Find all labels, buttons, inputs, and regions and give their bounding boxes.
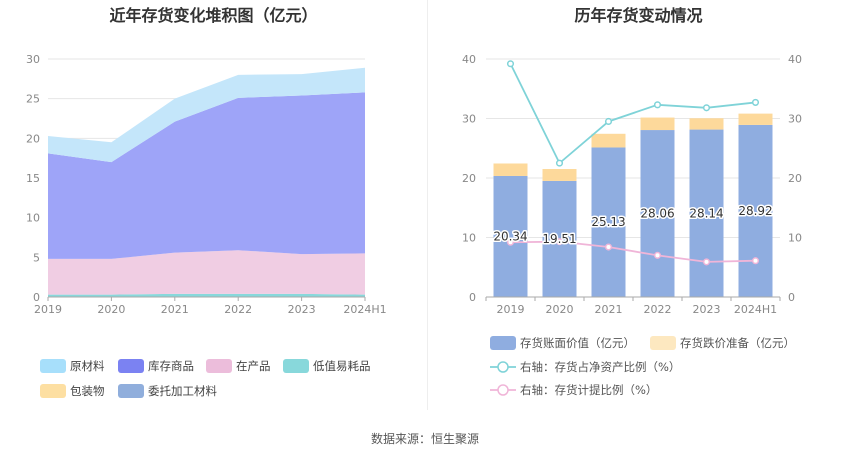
impairment-bar <box>689 118 724 130</box>
right-y-tick-label: 30 <box>462 113 476 126</box>
right-x-tick-label: 2019 <box>497 303 525 316</box>
bar-value-label: 28.06 <box>640 207 674 221</box>
left-x-tick-label: 2023 <box>288 303 316 316</box>
right-x-tick-label: 2024H1 <box>734 303 777 316</box>
left-legend-swatch-3 <box>283 359 309 373</box>
right-x-tick-label: 2020 <box>546 303 574 316</box>
left-legend-swatch-4 <box>40 384 66 398</box>
bar-value-label: 28.14 <box>689 206 723 220</box>
book-value-bar <box>640 130 675 297</box>
left-legend-label-5: 委托加工材料 <box>148 384 217 398</box>
left-legend-swatch-5 <box>118 384 144 398</box>
book-value-bar <box>738 124 773 298</box>
right-y-tick-label: 40 <box>462 53 476 66</box>
left-legend-label-1: 库存商品 <box>148 359 194 373</box>
impairment-bar <box>542 169 577 181</box>
left-x-tick-label: 2020 <box>97 303 125 316</box>
right-x-tick-label: 2023 <box>693 303 721 316</box>
left-y-tick-label: 0 <box>33 291 40 304</box>
right-legend-label-2: 右轴：存货占净资产比例（%） <box>520 360 680 374</box>
bar-value-label: 28.92 <box>738 204 772 218</box>
right-y-tick-label: 0 <box>469 291 476 304</box>
left-x-tick-label: 2021 <box>161 303 189 316</box>
left-y-tick-label: 10 <box>26 212 40 225</box>
book-value-bar <box>591 147 626 297</box>
provision-ratio-point <box>506 238 515 246</box>
left-x-tick-label: 2022 <box>224 303 252 316</box>
right-y2-tick-label: 30 <box>788 113 802 126</box>
provision-ratio-point <box>604 243 613 251</box>
data-source: 数据来源：恒生聚源 <box>370 432 479 446</box>
left-legend-label-4: 包装物 <box>70 384 105 398</box>
net-asset-ratio-point <box>604 117 613 126</box>
provision-ratio-line <box>510 240 756 263</box>
right-x-tick-label: 2022 <box>644 303 672 316</box>
left-legend-label-2: 在产品 <box>236 359 271 373</box>
right-y2-tick-label: 0 <box>788 291 795 304</box>
left-y-tick-label: 30 <box>26 53 40 66</box>
left-area-1 <box>48 250 365 295</box>
left-legend-label-0: 原材料 <box>70 359 105 373</box>
left-y-tick-label: 15 <box>26 172 40 185</box>
provision-ratio-point <box>702 258 711 266</box>
left-y-tick-label: 5 <box>33 251 40 264</box>
net-asset-ratio-point <box>506 60 515 68</box>
left-x-tick-label: 2019 <box>34 303 62 316</box>
right-chart-title: 历年存货变动情况 <box>574 6 703 25</box>
right-legend-label-1: 存货跌价准备（亿元） <box>680 336 795 350</box>
left-legend-swatch-1 <box>118 359 144 373</box>
right-legend-swatch-2 <box>497 361 509 373</box>
right-legend-swatch-1 <box>650 336 676 350</box>
impairment-bar <box>640 117 675 131</box>
right-y2-tick-label: 40 <box>788 53 802 66</box>
right-legend-swatch-0 <box>490 336 516 350</box>
left-legend-swatch-0 <box>40 359 66 373</box>
left-legend-label-3: 低值易耗品 <box>313 359 371 373</box>
left-area-2 <box>48 92 365 259</box>
impairment-bar <box>591 133 626 148</box>
net-asset-ratio-line <box>509 63 756 165</box>
left-y-tick-label: 20 <box>26 132 40 145</box>
left-area-0 <box>48 293 365 297</box>
bar-value-label: 20.34 <box>493 229 527 243</box>
right-legend-label-3: 右轴：存货计提比例（%） <box>520 383 657 397</box>
right-legend-swatch-3 <box>497 384 509 396</box>
book-value-bar <box>689 129 724 297</box>
net-asset-ratio-point <box>653 101 662 109</box>
net-asset-ratio-point <box>555 159 564 167</box>
right-y2-tick-label: 10 <box>788 232 802 245</box>
bar-value-label: 19.51 <box>542 232 576 246</box>
net-asset-ratio-point <box>751 98 760 106</box>
panel-divider <box>427 0 428 410</box>
right-y-tick-label: 10 <box>462 232 476 245</box>
right-legend-label-0: 存货账面价值（亿元） <box>520 336 635 350</box>
impairment-bar <box>493 163 528 176</box>
provision-ratio-point <box>653 251 662 259</box>
left-y-tick-label: 25 <box>26 93 40 106</box>
left-chart-title: 近年存货变化堆积图（亿元） <box>109 6 318 25</box>
left-area-3 <box>48 67 365 163</box>
provision-ratio-point <box>555 238 564 246</box>
right-x-tick-label: 2021 <box>595 303 623 316</box>
right-y2-tick-label: 20 <box>788 172 802 185</box>
net-asset-ratio-point <box>702 104 711 112</box>
left-x-tick-label: 2024H1 <box>343 303 386 316</box>
book-value-bar <box>493 175 528 297</box>
right-y-tick-label: 20 <box>462 172 476 185</box>
left-legend-swatch-2 <box>206 359 232 373</box>
impairment-bar <box>738 113 773 125</box>
provision-ratio-point <box>751 257 760 265</box>
bar-value-label: 25.13 <box>591 215 625 229</box>
